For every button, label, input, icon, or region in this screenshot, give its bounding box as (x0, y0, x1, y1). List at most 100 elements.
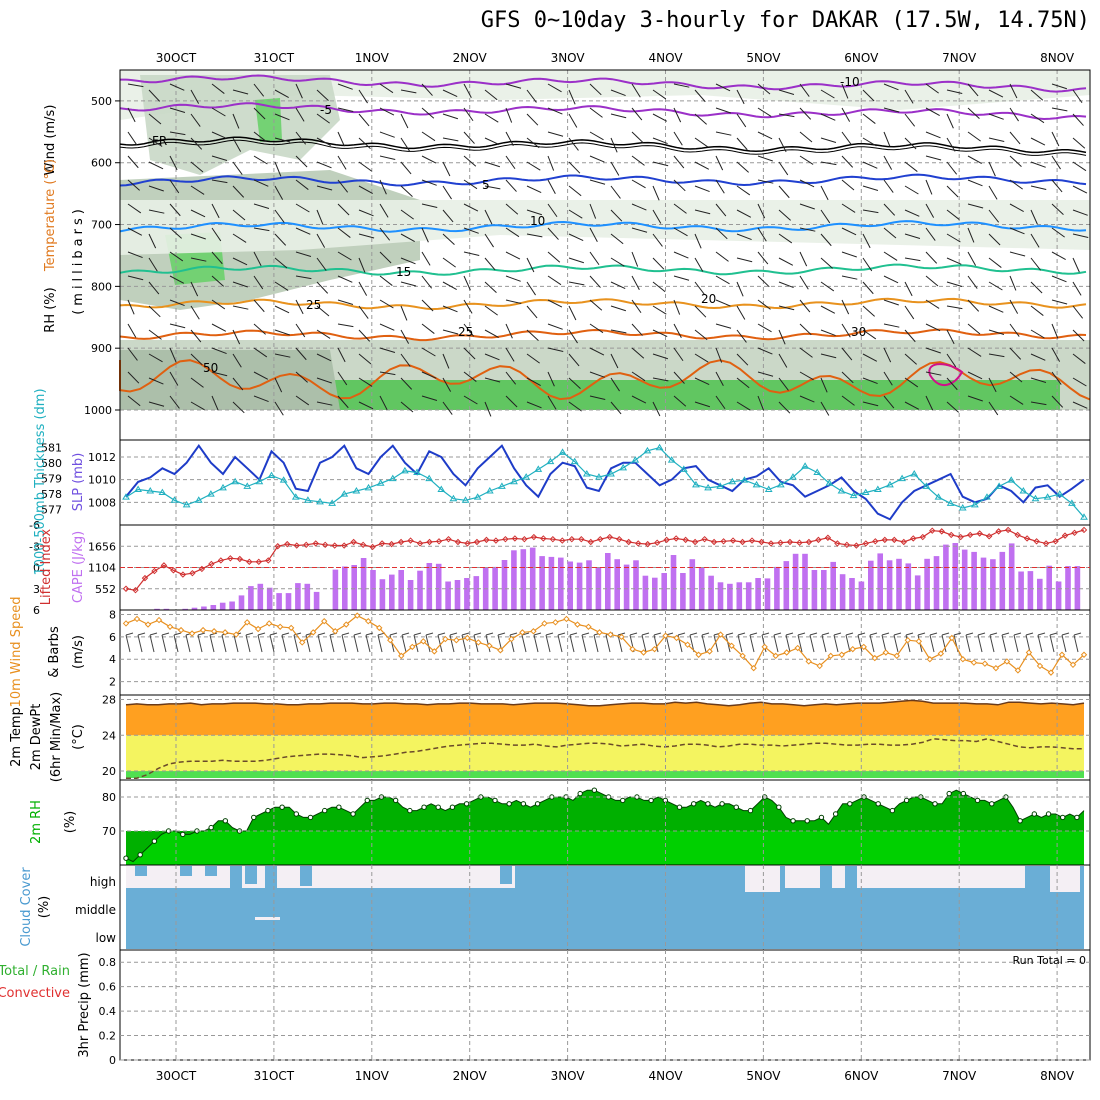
wind-barb (989, 634, 995, 653)
li-point (578, 535, 585, 543)
temp-tick-label: 28 (102, 693, 116, 706)
date-label-top: 3NOV (551, 51, 586, 65)
y-tick-label: 700 (91, 219, 112, 232)
wind-barb (778, 329, 786, 345)
li-point (359, 541, 367, 549)
wind-barb (925, 299, 940, 309)
wind-speed-point (343, 621, 350, 628)
wind-barb (484, 185, 501, 190)
wind-barb (988, 377, 997, 393)
wind-barb (337, 371, 348, 386)
li-tick-label: -6 (29, 519, 40, 532)
wind-barb (761, 632, 770, 636)
wind-barb (1025, 632, 1034, 636)
wind-barb (211, 227, 222, 242)
wind-barb (379, 395, 388, 411)
wind-barb (547, 347, 564, 352)
wind-barb (1049, 632, 1058, 636)
li-point (179, 571, 187, 578)
wind-barb (253, 347, 268, 358)
wind-barb (209, 634, 215, 653)
cape-bar (924, 558, 930, 610)
wind-barb (589, 203, 597, 219)
wind-barb (485, 634, 491, 653)
wind-barb (925, 179, 933, 195)
wind-barb (773, 634, 779, 653)
wind-barb (883, 227, 897, 239)
wind-speed-point (662, 632, 669, 639)
contour-label: 25 (458, 325, 473, 339)
li-point (521, 535, 528, 543)
wind-barb (589, 347, 605, 356)
wind-barb (127, 155, 139, 169)
wind-barb (841, 251, 857, 258)
wind-speed-point (122, 620, 130, 627)
wind-barb (127, 131, 138, 146)
wind-speed-point (188, 630, 196, 637)
rh-point (719, 801, 725, 807)
thickness-point (1067, 499, 1076, 506)
precip-tick-label: 0 (109, 1054, 116, 1067)
wind-barb (505, 155, 516, 170)
wind-barb (421, 179, 437, 186)
li-point (198, 565, 206, 573)
wind-barb (1030, 401, 1047, 406)
wind-barb (841, 131, 852, 145)
wind-speed-point (166, 623, 174, 630)
wind-speed-point (354, 612, 361, 619)
wind-barb (737, 634, 743, 653)
wind-barb (232, 305, 249, 310)
thickness-point (886, 480, 894, 488)
rh-point (123, 855, 129, 861)
wind-barb (232, 401, 245, 414)
thickness-point (340, 490, 349, 497)
li-point (872, 538, 879, 545)
wind-barb (1001, 632, 1010, 636)
wind-barb (149, 632, 158, 636)
rh-point (307, 814, 314, 821)
wind-barb (1009, 395, 1024, 405)
wind-barb (610, 161, 620, 176)
thk-tick-label: 577 (41, 504, 62, 517)
wind-speed-point (453, 636, 460, 644)
li-point (739, 538, 746, 546)
wind-barb (904, 257, 921, 262)
thickness-point (425, 474, 434, 482)
thickness-point (328, 499, 337, 506)
wind-barb (862, 353, 878, 362)
wind-barb (1051, 323, 1059, 339)
wind-barb (295, 131, 307, 145)
cape-bar (313, 591, 320, 610)
li-point (948, 531, 955, 539)
wind-barb (883, 155, 893, 170)
wind-speed-point (684, 641, 691, 648)
thickness-point (401, 466, 409, 474)
wind-barb (274, 329, 290, 336)
wind-barb (631, 323, 643, 336)
isotherm-line (120, 74, 1087, 93)
wind-barb (316, 89, 329, 101)
wind-barb (169, 347, 177, 363)
wind-barb (505, 371, 517, 385)
cape-bar (520, 549, 527, 610)
wind-barb (799, 347, 813, 358)
wind-barb (161, 634, 167, 653)
wind-barb (337, 251, 352, 261)
p8-total-label: Total / Rain (0, 964, 70, 979)
li-point (189, 569, 196, 577)
li-point (625, 538, 632, 546)
li-point (568, 535, 576, 543)
wind-barb (173, 632, 182, 636)
wind-barb (190, 257, 207, 262)
wind-barb (1009, 107, 1019, 122)
wind-barb (485, 632, 494, 636)
li-point (246, 558, 253, 566)
wind-barb (673, 275, 690, 281)
cape-bar (182, 608, 188, 610)
wind-barb (1030, 113, 1045, 124)
li-point (236, 555, 244, 563)
wind-barb (358, 353, 372, 365)
wind-barb (715, 347, 723, 363)
wind-speed-point (871, 654, 878, 662)
precip-panel: 0.8 0.6 0.4 0.2 0 (99, 949, 1091, 1067)
